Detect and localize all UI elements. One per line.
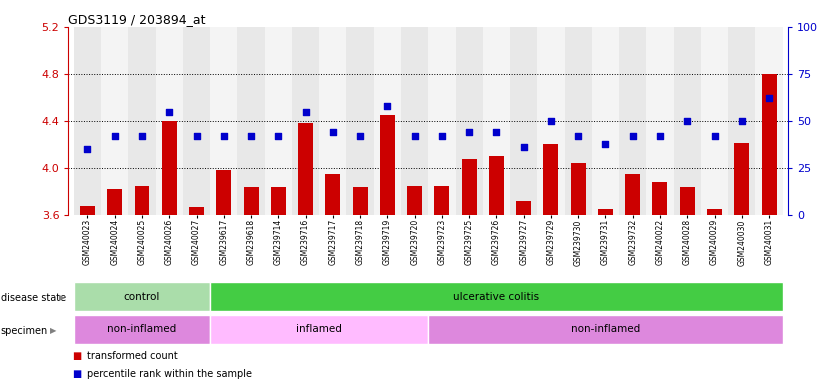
Text: inflamed: inflamed: [296, 324, 342, 334]
Bar: [674, 27, 701, 215]
Bar: [598, 209, 613, 215]
Bar: [210, 315, 429, 344]
Bar: [162, 121, 177, 215]
Bar: [619, 27, 646, 215]
Point: [435, 133, 449, 139]
Point: [299, 108, 312, 114]
Bar: [74, 315, 210, 344]
Text: ▶: ▶: [50, 326, 57, 335]
Bar: [429, 27, 455, 215]
Text: control: control: [123, 291, 160, 302]
Bar: [407, 185, 422, 215]
Bar: [216, 170, 231, 215]
Bar: [183, 27, 210, 215]
Bar: [74, 27, 101, 215]
Bar: [238, 27, 264, 215]
Bar: [210, 282, 782, 311]
Text: GDS3119 / 203894_at: GDS3119 / 203894_at: [68, 13, 206, 26]
Point: [571, 133, 585, 139]
Point: [545, 118, 558, 124]
Bar: [156, 27, 183, 215]
Text: ulcerative colitis: ulcerative colitis: [454, 291, 540, 302]
Point: [735, 118, 748, 124]
Point: [463, 129, 476, 135]
Bar: [374, 27, 401, 215]
Text: non-inflamed: non-inflamed: [570, 324, 640, 334]
Bar: [483, 27, 510, 215]
Bar: [271, 187, 286, 215]
Bar: [379, 115, 394, 215]
Bar: [319, 27, 346, 215]
Point: [190, 133, 203, 139]
Bar: [346, 27, 374, 215]
Bar: [516, 201, 531, 215]
Bar: [652, 182, 667, 215]
Text: ■: ■: [73, 351, 82, 361]
Bar: [565, 27, 592, 215]
Point: [217, 133, 230, 139]
Point: [326, 129, 339, 135]
Point: [108, 133, 122, 139]
Bar: [707, 209, 722, 215]
Point: [517, 144, 530, 151]
Bar: [455, 27, 483, 215]
Bar: [761, 74, 776, 215]
Point: [163, 108, 176, 114]
Bar: [210, 27, 238, 215]
Bar: [134, 185, 149, 215]
Point: [681, 118, 694, 124]
Bar: [264, 27, 292, 215]
Bar: [429, 315, 782, 344]
Bar: [435, 185, 450, 215]
Bar: [292, 27, 319, 215]
Bar: [189, 207, 204, 215]
Point: [599, 141, 612, 147]
Point: [408, 133, 421, 139]
Text: ■: ■: [73, 369, 82, 379]
Point: [135, 133, 148, 139]
Bar: [325, 174, 340, 215]
Point: [708, 133, 721, 139]
Text: percentile rank within the sample: percentile rank within the sample: [87, 369, 252, 379]
Text: disease state: disease state: [1, 293, 66, 303]
Text: ▶: ▶: [59, 293, 66, 303]
Bar: [680, 187, 695, 215]
Bar: [592, 27, 619, 215]
Bar: [298, 123, 313, 215]
Bar: [756, 27, 782, 215]
Point: [762, 95, 776, 101]
Bar: [728, 27, 756, 215]
Bar: [626, 174, 641, 215]
Text: transformed count: transformed count: [87, 351, 178, 361]
Bar: [353, 187, 368, 215]
Bar: [489, 156, 504, 215]
Bar: [544, 144, 559, 215]
Bar: [734, 143, 749, 215]
Bar: [701, 27, 728, 215]
Point: [244, 133, 258, 139]
Bar: [108, 189, 123, 215]
Bar: [401, 27, 429, 215]
Point: [490, 129, 503, 135]
Bar: [537, 27, 565, 215]
Bar: [570, 163, 585, 215]
Bar: [510, 27, 537, 215]
Point: [653, 133, 666, 139]
Text: non-inflamed: non-inflamed: [108, 324, 177, 334]
Bar: [101, 27, 128, 215]
Point: [380, 103, 394, 109]
Bar: [128, 27, 156, 215]
Bar: [646, 27, 674, 215]
Point: [272, 133, 285, 139]
Point: [354, 133, 367, 139]
Point: [81, 146, 94, 152]
Bar: [462, 159, 477, 215]
Bar: [244, 187, 259, 215]
Bar: [74, 282, 210, 311]
Point: [626, 133, 640, 139]
Bar: [80, 205, 95, 215]
Text: specimen: specimen: [1, 326, 48, 336]
